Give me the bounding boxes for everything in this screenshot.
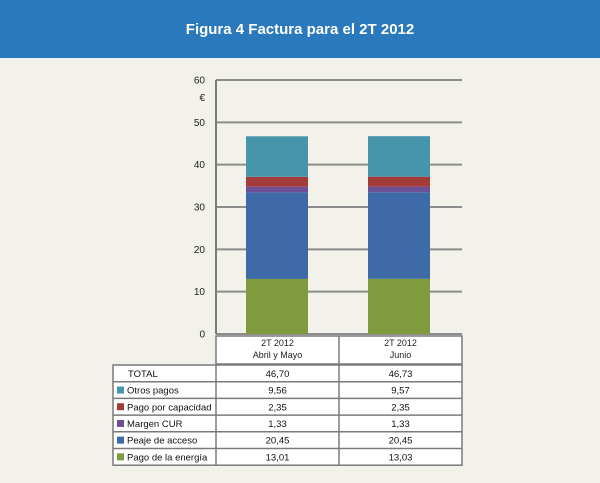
table-value: 9,57 <box>391 386 410 397</box>
y-tick-label: 50 <box>194 118 206 129</box>
table-value: 2,35 <box>391 402 410 413</box>
legend-swatch <box>117 403 124 411</box>
category-label-line1: 2T 2012 <box>261 338 294 348</box>
table-value: 1,33 <box>391 419 410 430</box>
y-tick-label: 40 <box>194 160 206 171</box>
y-tick-label: 0 <box>199 330 205 341</box>
table-value: 20,45 <box>389 436 413 447</box>
legend-label: Peaje de acceso <box>127 436 197 447</box>
bar-segment <box>368 176 430 187</box>
legend-swatch <box>117 436 124 444</box>
category-label-line1: 2T 2012 <box>384 338 417 348</box>
y-tick-label: 60 <box>194 76 206 87</box>
y-tick-label: 20 <box>194 245 206 256</box>
figure-header: Figura 4 Factura para el 2T 2012 <box>0 0 600 58</box>
table-value: 13,01 <box>266 452 290 463</box>
bar-segment <box>368 136 430 177</box>
legend-label: Otros pagos <box>127 386 179 397</box>
legend-swatch <box>117 453 124 461</box>
category-label-line2: Abril y Mayo <box>253 350 303 360</box>
legend-label: Pago de la energía <box>127 452 208 463</box>
table-value: 13,03 <box>389 452 413 463</box>
bar-segment <box>246 136 308 177</box>
table-value: 1,33 <box>268 419 287 430</box>
table-value: 46,73 <box>389 369 413 380</box>
bar-segment <box>368 186 430 193</box>
table-value: 20,45 <box>266 436 290 447</box>
y-tick-label: 10 <box>194 287 206 298</box>
bar-segment <box>246 278 308 334</box>
legend-swatch <box>117 419 124 427</box>
legend-label: Pago por capacidad <box>127 402 212 413</box>
table-value: 2,35 <box>268 402 287 413</box>
legend-label: Margen CUR <box>127 419 183 430</box>
y-tick-label: 30 <box>194 203 206 214</box>
bar-segment <box>246 192 308 279</box>
legend-swatch <box>117 386 124 394</box>
bar-segment <box>246 186 308 193</box>
table-value: 46,70 <box>266 369 290 380</box>
category-label-line2: Junio <box>390 350 412 360</box>
table-total-label: TOTAL <box>128 369 158 380</box>
table-value: 9,56 <box>268 386 287 397</box>
figure-title: Figura 4 Factura para el 2T 2012 <box>185 20 415 38</box>
y-axis-label: € <box>199 93 205 104</box>
bar-segment <box>246 176 308 187</box>
bar-segment <box>368 192 430 279</box>
bar-segment <box>368 278 430 334</box>
